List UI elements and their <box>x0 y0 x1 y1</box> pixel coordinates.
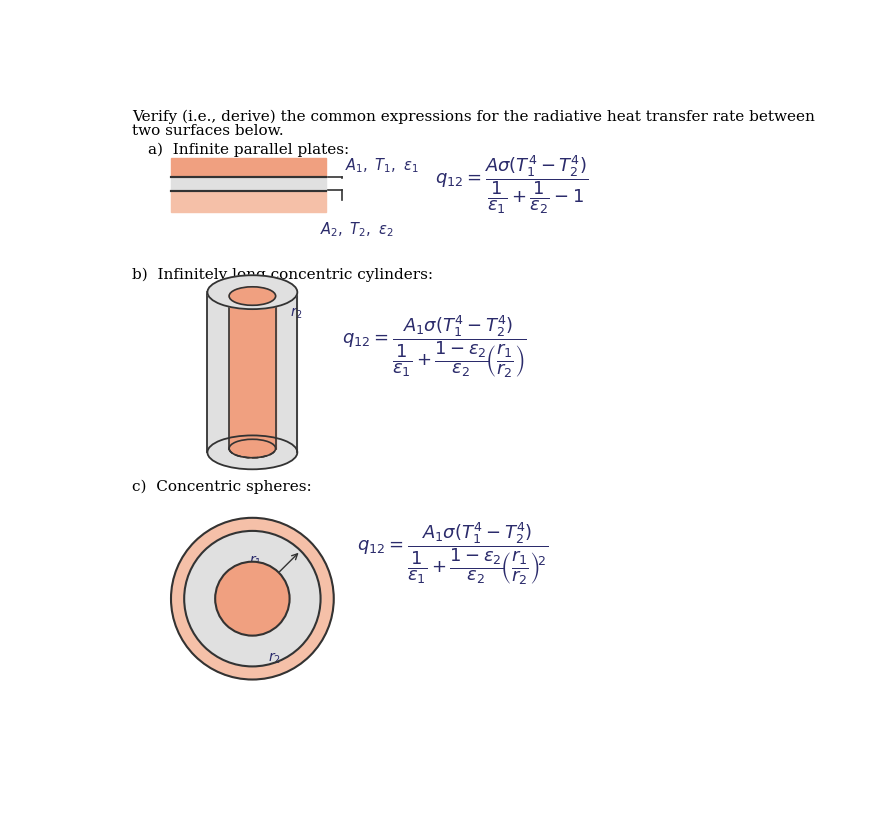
Text: $A_1,\ T_1,\ \varepsilon_1$: $A_1,\ T_1,\ \varepsilon_1$ <box>344 157 419 175</box>
Text: $r_2$: $r_2$ <box>268 651 281 667</box>
Bar <box>208 292 297 452</box>
Text: $q_{12} = \dfrac{A_1\sigma(T_1^4 - T_2^4)}{\dfrac{1}{\varepsilon_1} + \dfrac{1-\: $q_{12} = \dfrac{A_1\sigma(T_1^4 - T_2^4… <box>342 314 527 380</box>
Circle shape <box>184 531 321 667</box>
Bar <box>171 158 326 178</box>
Ellipse shape <box>229 287 276 305</box>
Text: $r_1$: $r_1$ <box>249 554 262 569</box>
Text: $q_{12} = \dfrac{A_1\sigma(T_1^4 - T_2^4)}{\dfrac{1}{\varepsilon_1} + \dfrac{1-\: $q_{12} = \dfrac{A_1\sigma(T_1^4 - T_2^4… <box>357 520 548 587</box>
Circle shape <box>171 518 334 680</box>
Bar <box>171 178 326 191</box>
Text: $r_1$: $r_1$ <box>214 280 227 295</box>
Text: two surfaces below.: two surfaces below. <box>133 124 284 138</box>
Ellipse shape <box>208 276 297 309</box>
Bar <box>229 296 276 448</box>
Text: $q_{12} = \dfrac{A\sigma(T_1^4 - T_2^4)}{\dfrac{1}{\varepsilon_1} + \dfrac{1}{\v: $q_{12} = \dfrac{A\sigma(T_1^4 - T_2^4)}… <box>434 154 588 216</box>
Text: b)  Infinitely long concentric cylinders:: b) Infinitely long concentric cylinders: <box>133 267 433 282</box>
Ellipse shape <box>208 435 297 470</box>
Text: $r_2$: $r_2$ <box>290 306 303 321</box>
Bar <box>171 191 326 212</box>
Ellipse shape <box>229 439 276 458</box>
Text: Verify (i.e., derive) the common expressions for the radiative heat transfer rat: Verify (i.e., derive) the common express… <box>133 110 815 124</box>
Text: $A_2,\ T_2,\ \varepsilon_2$: $A_2,\ T_2,\ \varepsilon_2$ <box>320 220 393 239</box>
Circle shape <box>215 562 290 636</box>
Text: c)  Concentric spheres:: c) Concentric spheres: <box>133 479 312 494</box>
Text: a)  Infinite parallel plates:: a) Infinite parallel plates: <box>147 143 349 157</box>
